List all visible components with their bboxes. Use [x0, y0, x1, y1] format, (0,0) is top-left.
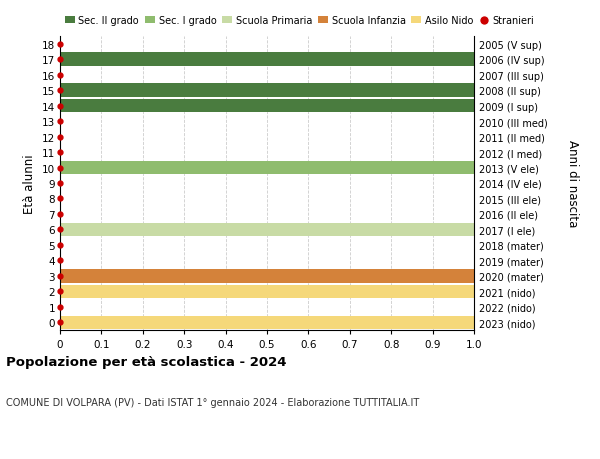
- Bar: [60, 316, 474, 329]
- Legend: Sec. II grado, Sec. I grado, Scuola Primaria, Scuola Infanzia, Asilo Nido, Stran: Sec. II grado, Sec. I grado, Scuola Prim…: [65, 16, 535, 26]
- Bar: [60, 100, 474, 113]
- Bar: [60, 84, 474, 97]
- Bar: [60, 270, 474, 283]
- Text: Popolazione per età scolastica - 2024: Popolazione per età scolastica - 2024: [6, 356, 287, 369]
- Text: COMUNE DI VOLPARA (PV) - Dati ISTAT 1° gennaio 2024 - Elaborazione TUTTITALIA.IT: COMUNE DI VOLPARA (PV) - Dati ISTAT 1° g…: [6, 397, 419, 407]
- Y-axis label: Anni di nascita: Anni di nascita: [566, 140, 578, 227]
- Y-axis label: Età alunni: Età alunni: [23, 154, 37, 213]
- Bar: [60, 162, 474, 175]
- Bar: [60, 224, 474, 236]
- Bar: [60, 53, 474, 67]
- Bar: [60, 285, 474, 298]
